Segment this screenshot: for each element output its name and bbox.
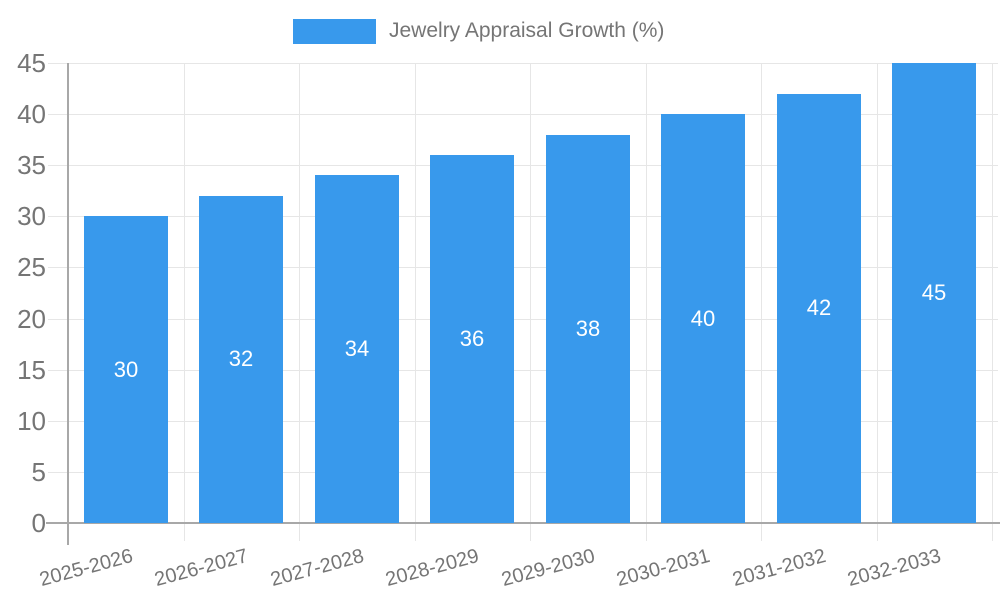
x-tick-label: 2029-2030 bbox=[499, 545, 598, 592]
x-tick-label: 2030-2031 bbox=[614, 545, 713, 592]
gridline-vertical bbox=[761, 63, 762, 541]
gridline-vertical bbox=[415, 63, 416, 541]
bar[interactable] bbox=[777, 94, 861, 523]
gridline-vertical bbox=[877, 63, 878, 541]
bar[interactable] bbox=[546, 135, 630, 523]
bar[interactable] bbox=[199, 196, 283, 523]
bar[interactable] bbox=[892, 63, 976, 523]
bar-value-label: 42 bbox=[806, 295, 832, 320]
bar[interactable] bbox=[315, 175, 399, 523]
gridline-horizontal bbox=[48, 165, 998, 166]
x-tick-label: 2031-2032 bbox=[730, 545, 829, 592]
bar[interactable] bbox=[430, 155, 514, 523]
legend-label: Jewelry Appraisal Growth (%) bbox=[389, 19, 665, 42]
bar-value-label: 45 bbox=[921, 280, 947, 305]
bar-value-label: 36 bbox=[459, 326, 485, 351]
y-tick-label: 10 bbox=[17, 406, 46, 436]
y-tick-label: 35 bbox=[17, 150, 46, 180]
gridline-vertical bbox=[299, 63, 300, 541]
bar-value-label: 40 bbox=[690, 306, 716, 331]
x-tick-label: 2026-2027 bbox=[152, 545, 251, 592]
x-tick-label: 2032-2033 bbox=[845, 545, 944, 592]
x-tick-label: 2027-2028 bbox=[268, 545, 367, 592]
y-tick-label: 20 bbox=[17, 304, 46, 334]
y-tick-label: 5 bbox=[31, 457, 46, 487]
x-axis-line bbox=[46, 522, 1000, 524]
bar[interactable] bbox=[84, 216, 168, 523]
gridline-vertical bbox=[992, 63, 993, 541]
bar[interactable] bbox=[661, 114, 745, 523]
y-tick-label: 15 bbox=[17, 355, 46, 385]
gridline-horizontal bbox=[48, 267, 998, 268]
gridline-horizontal bbox=[48, 216, 998, 217]
gridline-horizontal bbox=[48, 472, 998, 473]
bar-value-label: 30 bbox=[113, 357, 139, 382]
x-tick-label: 2025-2026 bbox=[37, 545, 136, 592]
gridline-horizontal bbox=[48, 63, 998, 64]
gridline-horizontal bbox=[48, 114, 998, 115]
gridline-vertical bbox=[530, 63, 531, 541]
y-tick-label: 0 bbox=[31, 508, 46, 538]
bar-value-label: 32 bbox=[228, 346, 254, 371]
bar-value-label: 38 bbox=[575, 316, 601, 341]
y-tick-label: 25 bbox=[17, 252, 46, 282]
gridline-horizontal bbox=[48, 421, 998, 422]
gridline-horizontal bbox=[48, 370, 998, 371]
gridline-horizontal bbox=[48, 319, 998, 320]
gridline-vertical bbox=[184, 63, 185, 541]
y-tick-label: 40 bbox=[17, 99, 46, 129]
gridline-vertical bbox=[646, 63, 647, 541]
bar-value-label: 34 bbox=[344, 336, 370, 361]
y-tick-label: 30 bbox=[17, 201, 46, 231]
x-tick-label: 2028-2029 bbox=[383, 545, 482, 592]
legend-swatch bbox=[293, 18, 376, 44]
y-axis-line bbox=[67, 63, 69, 545]
legend[interactable]: Jewelry Appraisal Growth (%) bbox=[293, 18, 664, 44]
y-tick-label: 45 bbox=[17, 48, 46, 78]
